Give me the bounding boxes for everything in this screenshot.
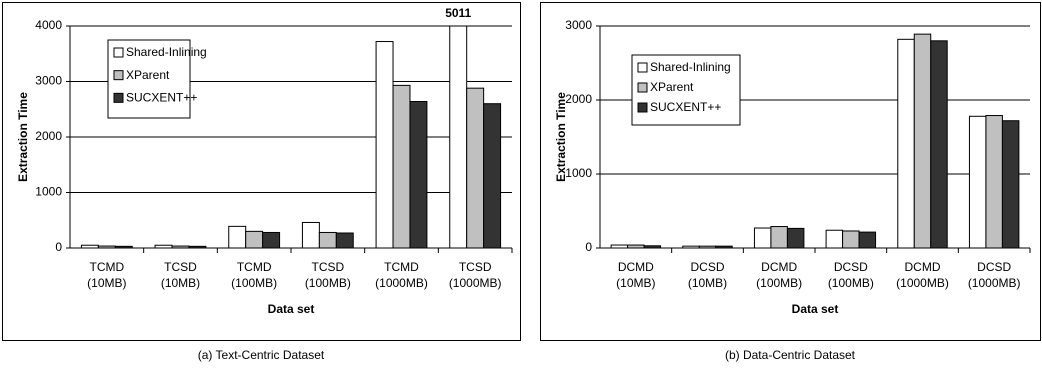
legend-box — [631, 54, 741, 126]
y-tick-label: 2000 — [35, 129, 62, 143]
y-tick-label: 0 — [585, 240, 592, 254]
bar — [682, 245, 700, 249]
caption: (a) Text-Centric Dataset — [198, 348, 325, 362]
bar — [985, 115, 1003, 249]
y-tick-label: 3000 — [565, 18, 592, 32]
bar — [897, 38, 915, 249]
x-tick-label: (10MB) — [161, 276, 200, 290]
x-tick-label: (100MB) — [305, 276, 351, 290]
x-tick-label: DCSD — [690, 260, 724, 274]
x-tick-label: TCSD — [164, 260, 197, 274]
legend-swatch — [113, 92, 124, 103]
bar — [786, 227, 805, 249]
x-tick-label: (100MB) — [828, 276, 874, 290]
legend-label: SUCXENT++ — [126, 91, 197, 105]
legend-swatch — [637, 102, 648, 113]
bar — [770, 226, 788, 249]
bar — [449, 25, 468, 249]
legend-label: SUCXENT++ — [650, 100, 721, 114]
bar — [968, 115, 987, 249]
y-tick-label: 0 — [55, 240, 62, 254]
bar — [97, 245, 116, 249]
bar — [171, 245, 190, 249]
bar — [643, 245, 662, 249]
x-tick-label: TCSD — [459, 260, 492, 274]
panel-border — [2, 2, 521, 341]
x-tick-label: DCMD — [761, 260, 797, 274]
x-tick-label: (10MB) — [616, 276, 655, 290]
x-tick-label: (10MB) — [688, 276, 727, 290]
x-tick-label: TCMD — [237, 260, 272, 274]
x-tick-label: TCMD — [384, 260, 419, 274]
bar — [409, 100, 428, 249]
bar — [154, 244, 173, 249]
y-axis-label: Extraction Time — [16, 92, 30, 182]
x-axis-label: Data set — [792, 302, 839, 316]
y-axis-label: Extraction Time — [554, 92, 568, 182]
data-label: 5011 — [445, 6, 471, 20]
bar — [1001, 120, 1020, 249]
bar — [228, 225, 247, 249]
x-axis-label: Data set — [268, 302, 315, 316]
bar — [318, 231, 337, 249]
x-tick-label: (1000MB) — [375, 276, 428, 290]
x-tick-label: (1000MB) — [968, 276, 1021, 290]
x-tick-label: (100MB) — [756, 276, 802, 290]
legend-swatch — [637, 62, 648, 73]
x-tick-label: DCMD — [905, 260, 941, 274]
bar — [392, 84, 411, 249]
legend-swatch — [113, 70, 124, 81]
bar — [825, 229, 844, 249]
x-tick-label: DCSD — [977, 260, 1011, 274]
y-tick-label: 3000 — [35, 74, 62, 88]
bar — [715, 245, 733, 249]
bar — [114, 245, 133, 249]
legend-swatch — [113, 47, 124, 58]
bar — [930, 40, 948, 249]
panel-border — [540, 2, 1041, 341]
legend-label: XParent — [650, 80, 694, 94]
x-tick-label: DCSD — [834, 260, 868, 274]
bar — [698, 245, 717, 249]
bar — [483, 103, 502, 249]
bar — [842, 230, 860, 249]
legend-swatch — [637, 82, 648, 93]
bar — [858, 231, 877, 249]
bar — [335, 232, 354, 249]
y-tick-label: 1000 — [565, 166, 592, 180]
x-tick-label: (1000MB) — [896, 276, 949, 290]
legend-label: Shared-Inlining — [650, 60, 731, 74]
x-tick-label: TCMD — [89, 260, 124, 274]
caption: (b) Data-Centric Dataset — [725, 348, 856, 362]
bar — [188, 245, 207, 249]
legend-label: Shared-Inlining — [126, 45, 207, 59]
bar — [627, 244, 645, 249]
bar — [913, 33, 932, 249]
bar — [262, 231, 281, 249]
bar — [610, 244, 629, 249]
x-tick-label: (10MB) — [87, 276, 126, 290]
x-tick-label: (1000MB) — [449, 276, 502, 290]
x-tick-label: (100MB) — [231, 276, 277, 290]
bar — [466, 87, 485, 249]
bar — [301, 221, 320, 249]
bar — [375, 41, 394, 249]
y-tick-label: 4000 — [35, 18, 62, 32]
bar — [245, 230, 264, 249]
bar — [80, 244, 99, 249]
legend-label: XParent — [126, 68, 170, 82]
bar — [753, 227, 772, 249]
y-tick-label: 1000 — [35, 185, 62, 199]
y-tick-label: 2000 — [565, 92, 592, 106]
x-tick-label: DCMD — [618, 260, 654, 274]
x-tick-label: TCSD — [311, 260, 344, 274]
